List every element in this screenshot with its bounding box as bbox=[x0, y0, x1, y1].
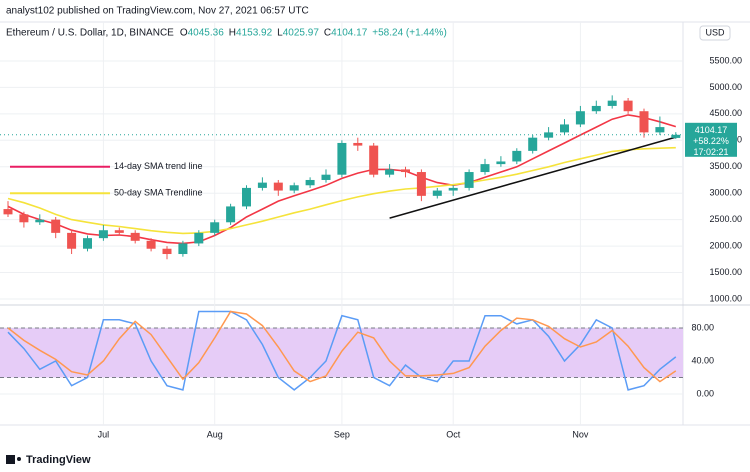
price-box bbox=[685, 122, 737, 157]
candle-body bbox=[51, 219, 61, 233]
candle-body bbox=[194, 232, 204, 244]
candle-body bbox=[35, 219, 45, 223]
currency-box bbox=[699, 25, 731, 41]
candle-body bbox=[512, 150, 522, 162]
candle-body bbox=[305, 179, 315, 186]
trendline bbox=[389, 136, 677, 219]
legend-value: H bbox=[229, 28, 236, 39]
legend-value: +58.24 (+1.44%) bbox=[372, 28, 447, 39]
candle-body bbox=[385, 169, 395, 175]
candle-body bbox=[67, 232, 77, 249]
x-tick-label: Jul bbox=[98, 429, 110, 439]
candle-body bbox=[432, 190, 442, 196]
oscillator-line bbox=[7, 310, 677, 383]
candle-body bbox=[210, 222, 220, 233]
candle-body bbox=[416, 172, 426, 196]
y-tick-label: 0.00 bbox=[696, 388, 714, 398]
candle-body bbox=[496, 161, 506, 165]
candle-body bbox=[130, 232, 140, 241]
candle-body bbox=[162, 248, 172, 255]
price-box-text: 17:02:21 bbox=[693, 147, 728, 157]
x-tick-label: Sep bbox=[334, 429, 350, 439]
y-tick-label: 2500.00 bbox=[709, 214, 742, 224]
legend-value: 4025.97 bbox=[283, 28, 320, 39]
candle-body bbox=[353, 142, 363, 146]
y-tick-label: 3000.00 bbox=[709, 188, 742, 198]
byline: analyst102 published on TradingView.com,… bbox=[6, 6, 309, 17]
x-tick-label: Oct bbox=[446, 429, 461, 439]
annotation: 50-day SMA Trendline bbox=[114, 188, 203, 198]
y-tick-label: 80.00 bbox=[691, 322, 714, 332]
oscillator-pane: 0.00 40.00 80.00 Jul Aug Sep Oct Nov bbox=[0, 310, 714, 439]
annotation: 14-day SMA trend line bbox=[114, 161, 203, 171]
candle-body bbox=[178, 243, 188, 255]
oscillator-line bbox=[7, 310, 677, 391]
candle-body bbox=[369, 145, 379, 175]
symbol: Ethereum / U.S. Dollar, 1D, BINANCE bbox=[6, 28, 174, 39]
price-box-text: 4104.17 bbox=[695, 125, 728, 135]
candle-body bbox=[655, 127, 665, 133]
candle-body bbox=[639, 111, 649, 133]
candle-body bbox=[464, 172, 474, 188]
candle-body bbox=[289, 185, 299, 191]
candle-body bbox=[607, 100, 617, 106]
logo-mark bbox=[6, 455, 15, 464]
candle-body bbox=[3, 209, 13, 215]
legend: Ethereum / U.S. Dollar, 1D, BINANCE O 404… bbox=[6, 28, 447, 39]
candle-body bbox=[321, 174, 331, 180]
candle-body bbox=[448, 187, 458, 191]
price-box-text: +58.22% bbox=[693, 136, 729, 146]
y-tick-label: 1500.00 bbox=[709, 267, 742, 277]
candle-body bbox=[337, 142, 347, 175]
y-tick-label: 4500.00 bbox=[709, 108, 742, 118]
candle-body bbox=[83, 238, 92, 249]
legend-value: 4104.17 bbox=[331, 28, 368, 39]
x-tick-label: Aug bbox=[207, 429, 223, 439]
legend-value: 4153.92 bbox=[236, 28, 273, 39]
y-tick-label: 40.00 bbox=[691, 355, 714, 365]
candle-body bbox=[591, 105, 601, 112]
moving-average bbox=[7, 146, 676, 235]
price-pane: 1000.00 1500.00 2000.00 2500.00 3000.00 3500.… bbox=[0, 55, 742, 303]
footer-logo: TradingView bbox=[6, 454, 91, 466]
candle-body bbox=[273, 182, 283, 191]
logo-dot bbox=[17, 457, 21, 461]
candle-body bbox=[114, 230, 124, 233]
legend-value: C bbox=[324, 28, 331, 39]
footer-text: TradingView bbox=[26, 454, 91, 466]
candle-body bbox=[226, 206, 236, 223]
currency: USD bbox=[705, 27, 725, 37]
candle-body bbox=[560, 124, 569, 133]
candle-body bbox=[257, 182, 267, 188]
candle-body bbox=[401, 169, 410, 173]
candle-body bbox=[528, 137, 538, 151]
x-tick-label: Nov bbox=[572, 429, 589, 439]
y-tick-label: 5000.00 bbox=[709, 82, 742, 92]
y-tick-label: 3500.00 bbox=[709, 161, 742, 171]
candle-body bbox=[623, 100, 633, 112]
candle-body bbox=[480, 164, 490, 173]
candle-body bbox=[19, 214, 29, 223]
candle-body bbox=[146, 240, 156, 249]
candle-body bbox=[242, 187, 251, 207]
y-tick-label: 5500.00 bbox=[709, 55, 742, 65]
legend-value: 4045.36 bbox=[188, 28, 225, 39]
candle-body bbox=[671, 134, 681, 138]
legend-value: L bbox=[277, 28, 283, 39]
candle-body bbox=[575, 111, 585, 125]
legend-value: O bbox=[180, 28, 188, 39]
y-tick-label: 2000.00 bbox=[709, 240, 742, 250]
y-tick-label: 1000.00 bbox=[709, 293, 742, 303]
candle-body bbox=[98, 230, 108, 239]
